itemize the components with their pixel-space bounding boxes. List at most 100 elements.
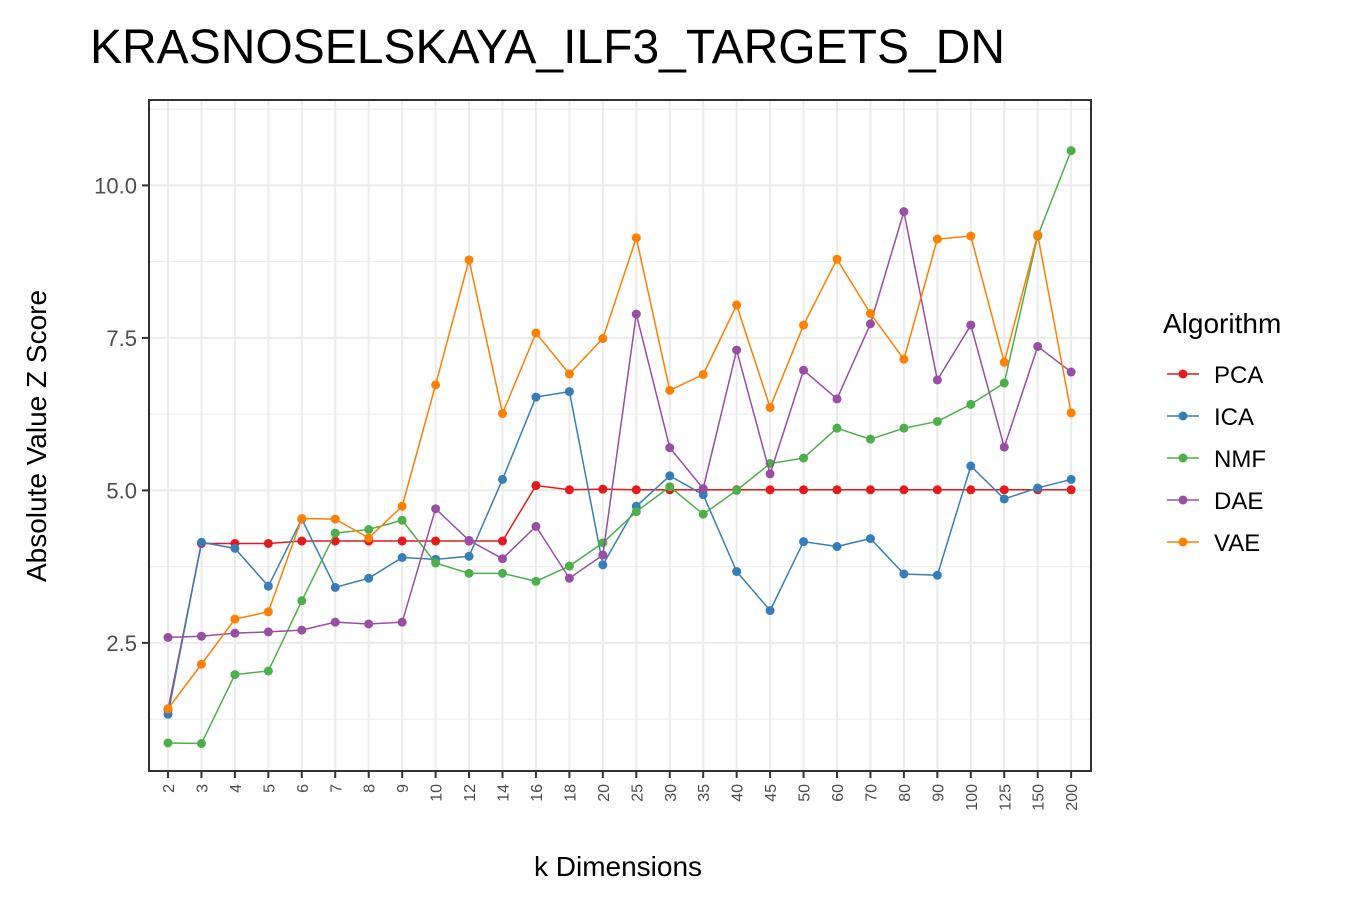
data-point: [431, 558, 441, 568]
data-point: [498, 568, 507, 578]
data-point: [832, 485, 842, 495]
data-point: [832, 542, 842, 552]
data-point: [397, 617, 407, 627]
x-tick-label: 25: [629, 784, 646, 802]
legend-key-point: [1178, 453, 1188, 463]
data-point: [1033, 230, 1043, 240]
x-tick-label: 35: [696, 784, 713, 802]
data-point: [631, 309, 641, 319]
y-tick-label: 10.0: [94, 173, 137, 198]
data-point: [364, 573, 374, 583]
data-point: [230, 670, 240, 680]
y-axis-title: Absolute Value Z Score: [21, 290, 52, 582]
data-point: [665, 385, 675, 395]
data-point: [431, 536, 441, 546]
data-point: [196, 631, 206, 641]
data-point: [531, 481, 541, 491]
grid-major: [149, 100, 1091, 771]
data-point: [263, 666, 273, 676]
legend-label: ICA: [1214, 404, 1254, 431]
data-point: [932, 234, 942, 244]
series-line-ica: [167, 390, 1072, 715]
x-tick-label: 16: [529, 784, 546, 802]
data-point: [765, 469, 775, 479]
x-tick-label: 125: [997, 784, 1014, 811]
data-point: [732, 567, 742, 577]
data-point: [498, 409, 507, 419]
data-point: [464, 551, 474, 561]
data-point: [999, 485, 1009, 495]
data-point: [999, 494, 1009, 504]
legend-key-point: [1178, 369, 1188, 379]
data-point: [263, 607, 273, 617]
data-point: [498, 536, 507, 546]
legend-label: PCA: [1214, 362, 1263, 389]
data-point: [899, 423, 909, 433]
data-point: [196, 659, 206, 669]
x-tick-label: 6: [295, 784, 312, 793]
data-point: [631, 507, 641, 517]
x-tick-label: 2: [161, 784, 178, 793]
data-point: [932, 570, 942, 580]
data-point: [799, 485, 809, 495]
series-dae: [163, 207, 1076, 642]
data-point: [732, 485, 742, 495]
data-point: [330, 617, 340, 627]
data-point: [999, 442, 1009, 452]
data-point: [932, 416, 942, 426]
data-point: [832, 423, 842, 433]
x-axis: 2 3 4 5 6 7 8 9 10 12 14 16 18 20 25 30 35 40 45 50 60 70 80 90…: [161, 771, 1081, 811]
data-point: [230, 614, 240, 624]
x-tick-label: 20: [596, 784, 613, 802]
data-point: [765, 402, 775, 412]
legend-label: VAE: [1214, 530, 1260, 557]
data-point: [263, 627, 273, 637]
x-tick-label: 8: [362, 784, 379, 793]
x-axis-title: k Dimensions: [534, 851, 702, 882]
y-tick-label: 5.0: [106, 478, 137, 503]
data-point: [698, 509, 708, 519]
grid-minor: [149, 108, 1091, 720]
x-tick-label: 45: [763, 784, 780, 802]
y-axis: 2.5 5.0 7.5 10.0: [94, 173, 149, 656]
x-tick-label: 12: [462, 784, 479, 802]
data-point: [899, 485, 909, 495]
series-line-dae: [167, 211, 1072, 639]
data-point: [966, 399, 976, 409]
y-tick-label: 7.5: [106, 326, 137, 351]
series-vae: [163, 230, 1076, 714]
data-point: [364, 524, 374, 534]
data-point: [598, 334, 608, 344]
data-point: [230, 543, 240, 553]
data-point: [196, 537, 206, 547]
data-point: [865, 434, 875, 444]
data-point: [865, 319, 875, 329]
series-line-pca: [167, 484, 1072, 711]
data-point: [899, 354, 909, 364]
data-point: [1066, 474, 1076, 484]
x-tick-label: 100: [964, 784, 981, 811]
data-point: [531, 392, 541, 402]
data-point: [330, 582, 340, 592]
data-point: [799, 453, 809, 463]
data-point: [598, 538, 608, 548]
x-tick-label: 50: [797, 784, 814, 802]
x-tick-label: 18: [562, 784, 579, 802]
data-point: [564, 369, 574, 379]
data-point: [1066, 146, 1076, 156]
data-point: [1033, 341, 1043, 351]
data-point: [230, 628, 240, 638]
legend-label: DAE: [1214, 488, 1263, 515]
data-point: [397, 515, 407, 525]
data-point: [1033, 483, 1043, 493]
series-ica: [163, 387, 1076, 719]
data-point: [865, 534, 875, 544]
data-point: [732, 300, 742, 310]
data-point: [799, 365, 809, 375]
data-point: [330, 514, 340, 524]
data-point: [531, 328, 541, 338]
data-point: [564, 561, 574, 571]
data-point: [163, 632, 173, 642]
data-point: [1066, 408, 1076, 418]
data-point: [665, 482, 675, 492]
